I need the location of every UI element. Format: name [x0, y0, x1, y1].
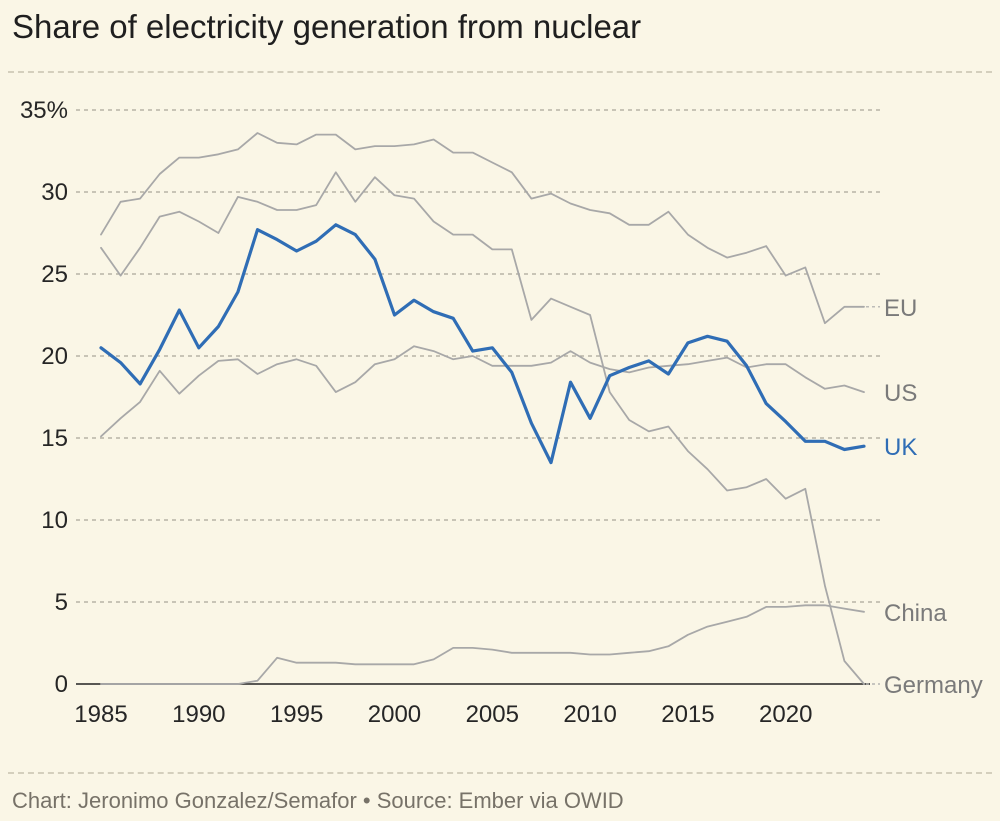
y-tick-label: 25 [41, 261, 68, 288]
series-line-uk [99, 223, 866, 465]
gridlines [76, 109, 880, 685]
series-line-china [100, 604, 865, 685]
x-tick-label: 2015 [661, 701, 714, 728]
series-label-us: US [884, 380, 917, 407]
series-labels: EU US UK China Germany [866, 295, 983, 699]
y-tick-label: 20 [41, 343, 68, 370]
x-tick-label: 2020 [759, 701, 812, 728]
x-tick-label: 1985 [74, 701, 127, 728]
y-tick-label: 0 [55, 671, 68, 698]
y-tick-label: 35% [20, 97, 68, 124]
highlight-series [99, 223, 866, 465]
series-label-china: China [884, 600, 947, 627]
line-chart: 0 5 10 15 20 25 30 35% 1985 1990 1995 2000 2005 2010… [20, 97, 983, 728]
series-line-germany [100, 171, 865, 685]
x-tick-label: 1995 [270, 701, 323, 728]
y-axis-ticks: 0 5 10 15 20 25 30 35% [20, 97, 68, 698]
series-label-uk: UK [884, 434, 917, 461]
series-line-eu [100, 132, 865, 325]
y-tick-label: 5 [55, 589, 68, 616]
x-tick-label: 2005 [466, 701, 519, 728]
top-divider [8, 71, 992, 73]
x-axis-ticks: 1985 1990 1995 2000 2005 2010 2015 2020 [74, 701, 812, 728]
series-label-germany: Germany [884, 672, 983, 699]
series-label-eu: EU [884, 295, 917, 322]
source-credit: Chart: Jeronimo Gonzalez/Semafor • Sourc… [12, 788, 624, 813]
background-series [100, 132, 865, 685]
x-tick-label: 2000 [368, 701, 421, 728]
y-tick-label: 15 [41, 425, 68, 452]
y-tick-label: 10 [41, 507, 68, 534]
x-tick-label: 2010 [563, 701, 616, 728]
y-tick-label: 30 [41, 179, 68, 206]
chart-title: Share of electricity generation from nuc… [12, 8, 642, 45]
series-line-us [100, 345, 865, 438]
bottom-divider [8, 772, 992, 774]
x-tick-label: 1990 [172, 701, 225, 728]
